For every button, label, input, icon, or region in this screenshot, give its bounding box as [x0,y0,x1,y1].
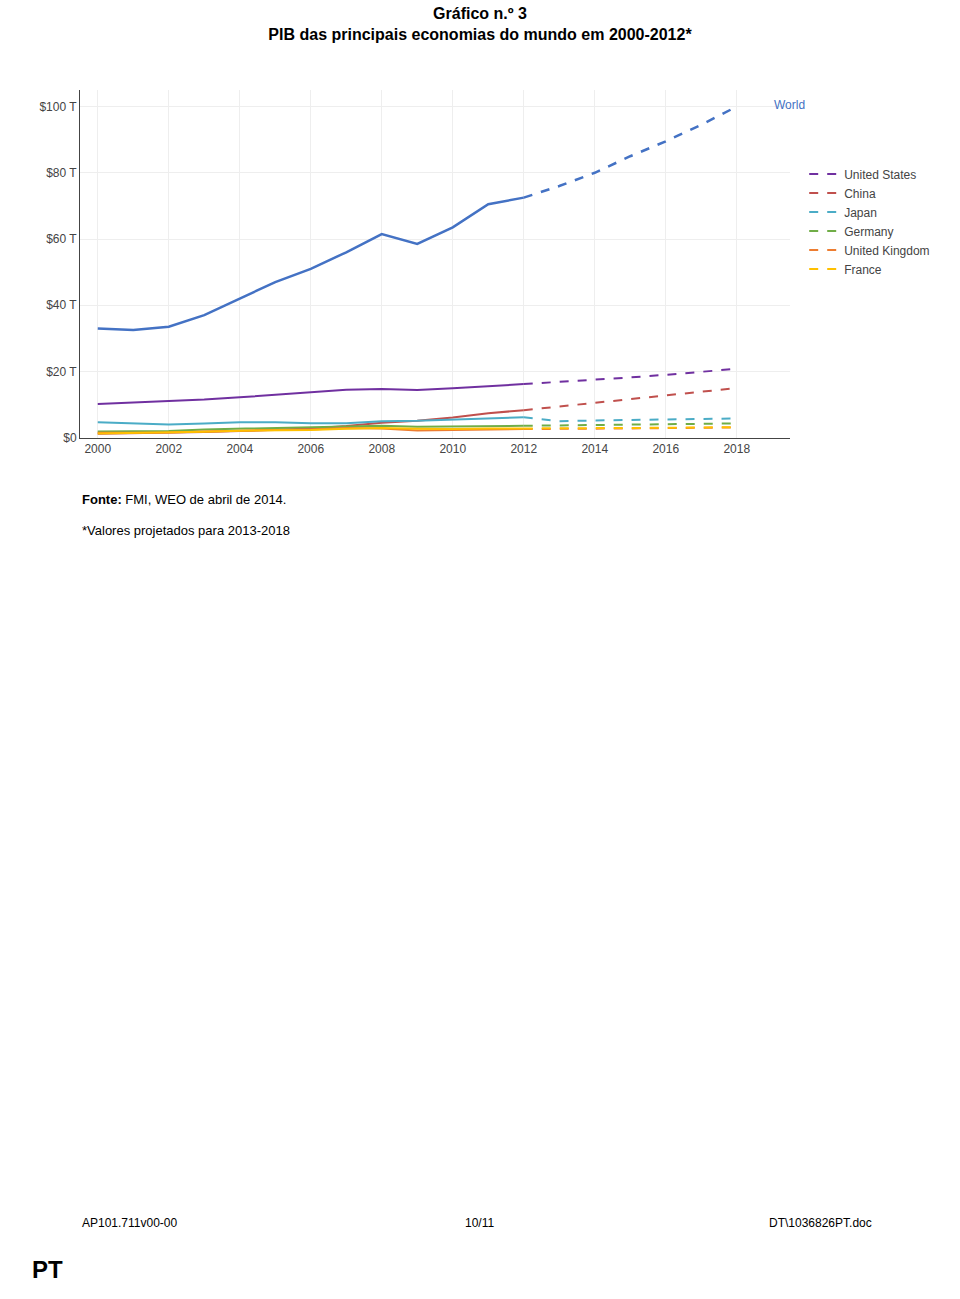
svg-text:$80 T: $80 T [46,166,77,180]
svg-text:$60 T: $60 T [46,232,77,246]
svg-text:2008: 2008 [368,442,395,456]
svg-text:*Valores projetados para 2013-: *Valores projetados para 2013-2018 [82,523,290,538]
svg-text:Gráfico n.º 3PIB das principai: Gráfico n.º 3PIB das principais economia… [268,5,692,43]
svg-text:United States: United States [844,168,916,182]
svg-text:2000: 2000 [84,442,111,456]
svg-text:Fonte: FMI, WEO de abril de 20: Fonte: FMI, WEO de abril de 2014. [82,492,286,507]
svg-text:2018: 2018 [723,442,750,456]
svg-text:Germany: Germany [844,225,893,239]
svg-text:$100 T: $100 T [39,100,77,114]
svg-text:10/11: 10/11 [465,1216,494,1230]
svg-text:$0: $0 [63,431,77,445]
svg-text:China: China [844,187,876,201]
svg-text:World: World [774,98,805,112]
svg-text:France: France [844,263,882,277]
svg-text:$40 T: $40 T [46,298,77,312]
svg-text:2006: 2006 [297,442,324,456]
svg-text:United Kingdom: United Kingdom [844,244,929,258]
svg-text:2016: 2016 [652,442,679,456]
svg-text:2012: 2012 [510,442,537,456]
svg-text:$20 T: $20 T [46,365,77,379]
svg-text:2010: 2010 [439,442,466,456]
svg-text:PT: PT [32,1256,63,1283]
svg-text:AP101.711v00-00: AP101.711v00-00 [82,1216,178,1230]
svg-text:DT\1036826PT.doc: DT\1036826PT.doc [769,1216,872,1230]
svg-text:2002: 2002 [155,442,182,456]
svg-text:2004: 2004 [226,442,253,456]
svg-text:2014: 2014 [581,442,608,456]
svg-text:Japan: Japan [844,206,877,220]
